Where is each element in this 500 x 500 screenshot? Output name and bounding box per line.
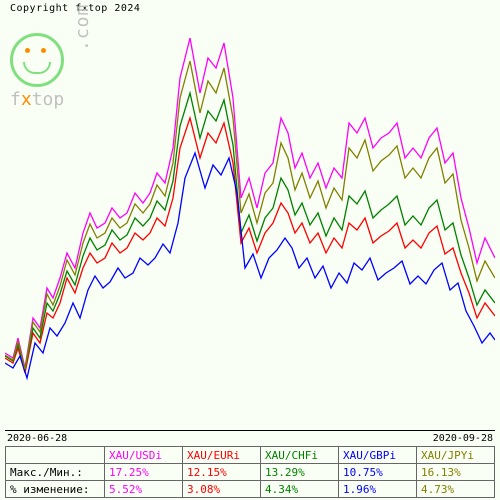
legend-c-4: 4.73% [417,481,495,498]
legend-h-4: XAU/JPYi [417,447,495,464]
legend-table: XAU/USDi XAU/EURi XAU/CHFi XAU/GBPi XAU/… [5,446,495,498]
legend-c-0: 5.52% [105,481,183,498]
chart-lines [5,18,495,428]
legend-max-row: Макс./Мин.: 17.25% 12.15% 13.29% 10.75% … [6,464,495,481]
legend-h-2: XAU/CHFi [261,447,339,464]
pct-change-label: % изменение: [6,481,105,498]
legend-change-row: % изменение: 5.52% 3.08% 4.34% 1.96% 4.7… [6,481,495,498]
chart-area: .com fxtop [5,18,495,428]
legend-header-row: XAU/USDi XAU/EURi XAU/CHFi XAU/GBPi XAU/… [6,447,495,464]
legend-m-4: 16.13% [417,464,495,481]
legend-h-1: XAU/EURi [183,447,261,464]
legend-m-2: 13.29% [261,464,339,481]
legend-corner [6,447,105,464]
x-axis-end: 2020-09-28 [433,433,493,444]
legend-h-0: XAU/USDi [105,447,183,464]
legend-c-2: 4.34% [261,481,339,498]
legend-h-3: XAU/GBPi [339,447,417,464]
legend-c-3: 1.96% [339,481,417,498]
legend-m-1: 12.15% [183,464,261,481]
legend-c-1: 3.08% [183,481,261,498]
max-min-label: Макс./Мин.: [6,464,105,481]
x-axis: 2020-06-28 2020-09-28 [5,430,495,445]
legend-m-0: 17.25% [105,464,183,481]
x-axis-start: 2020-06-28 [7,433,67,444]
legend-m-3: 10.75% [339,464,417,481]
